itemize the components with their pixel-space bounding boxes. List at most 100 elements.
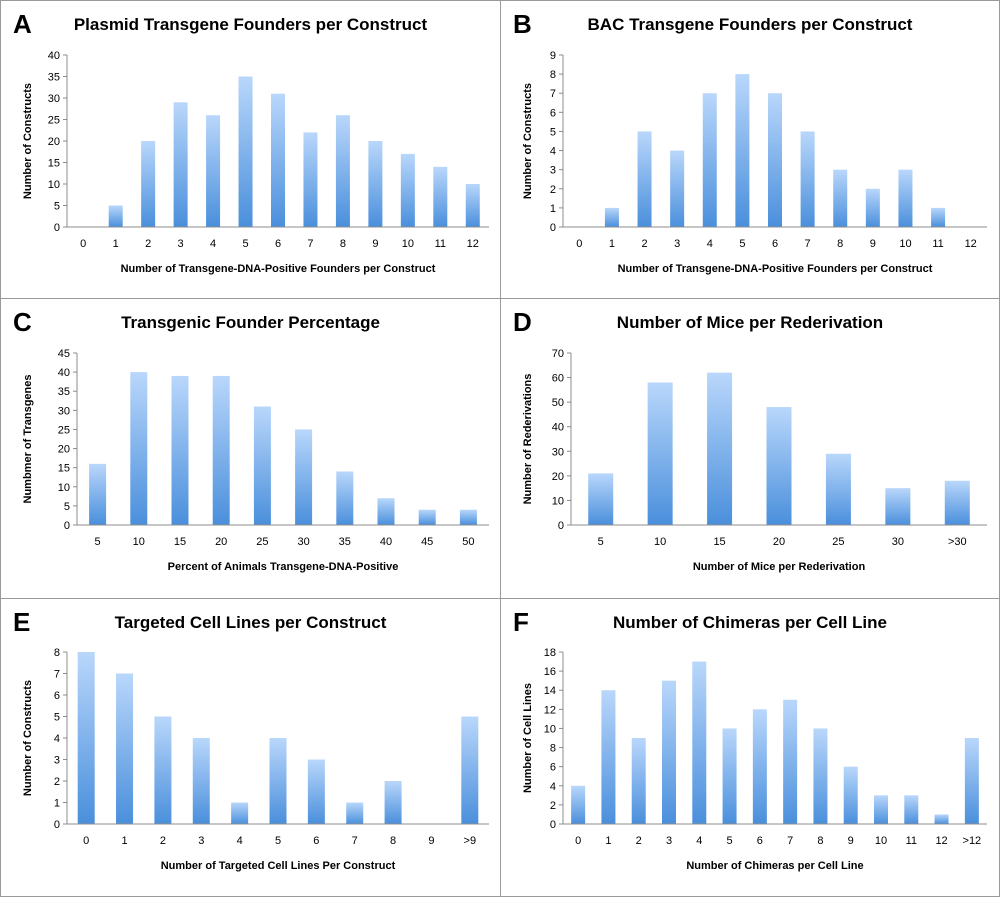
x-tick-label: 6: [757, 835, 763, 847]
x-axis-label: Percent of Animals Transgene-DNA-Positiv…: [168, 561, 399, 573]
y-axis-label: Number of Rederivations: [522, 374, 534, 505]
x-tick-label: >30: [948, 536, 967, 548]
x-tick-label: 9: [870, 238, 876, 250]
bar: [307, 759, 325, 824]
x-tick-label: 5: [727, 835, 733, 847]
x-tick-label: 5: [242, 238, 248, 250]
bar: [465, 184, 480, 227]
bar: [813, 728, 828, 824]
y-tick-label: 40: [48, 50, 60, 62]
x-tick-label: 40: [380, 536, 392, 548]
bar: [77, 652, 95, 824]
y-tick-label: 20: [552, 471, 564, 483]
panel-f: F Number of Chimeras per Cell Line 0 2 4 6 8…: [500, 598, 1000, 897]
bar: [295, 429, 313, 525]
bar: [271, 93, 285, 227]
y-axis-label: Number of Constructs: [22, 680, 34, 796]
x-tick-label: 7: [307, 238, 313, 250]
chart-title: Number of Chimeras per Cell Line: [613, 613, 887, 632]
y-tick-label: 10: [58, 482, 70, 494]
x-tick-label: 3: [178, 238, 184, 250]
y-tick-label: 18: [544, 647, 556, 659]
panel-letter: C: [13, 307, 32, 337]
bar: [601, 690, 616, 824]
panel-b: B BAC Transgene Founders per Construct 0…: [500, 0, 1000, 299]
x-tick-label: 7: [805, 238, 811, 250]
bar-chart: 0 1 2 3 4 5 6 7 8 0 1 2 3 4 5 6 7 8 9 >9 Number of Targeted …: [22, 647, 489, 872]
panel-e: E Targeted Cell Lines per Construct 0 1 2 3…: [0, 598, 501, 897]
y-tick-label: 3: [54, 755, 60, 767]
panel-a: A Plasmid Transgene Founders per Constru…: [0, 0, 501, 299]
bar: [461, 716, 479, 824]
bar: [768, 93, 782, 227]
x-tick-label: 11: [932, 238, 943, 250]
y-tick-label: 9: [550, 50, 556, 62]
y-tick-label: 15: [48, 158, 60, 170]
bar: [692, 661, 707, 824]
x-tick-label: 1: [605, 835, 611, 847]
bar: [253, 406, 271, 525]
x-tick-label: 1: [121, 835, 127, 847]
bar: [904, 795, 919, 824]
y-tick-label: 0: [54, 222, 60, 234]
x-tick-label: 10: [875, 835, 887, 847]
y-tick-label: 5: [54, 712, 60, 724]
y-tick-label: 14: [544, 685, 556, 697]
bar: [269, 738, 287, 824]
y-tick-label: 60: [552, 373, 564, 385]
y-tick-label: 8: [550, 743, 556, 755]
bar: [885, 488, 911, 525]
bar: [825, 453, 851, 525]
y-tick-label: 35: [58, 386, 70, 398]
x-tick-label: 50: [462, 536, 474, 548]
x-tick-label: 4: [696, 835, 702, 847]
x-tick-label: 25: [832, 536, 844, 548]
x-tick-label: 0: [576, 238, 582, 250]
x-tick-label: 6: [313, 835, 319, 847]
bar: [336, 471, 354, 525]
y-tick-label: 12: [544, 704, 556, 716]
x-tick-label: 45: [421, 536, 433, 548]
panel-letter: E: [13, 607, 31, 637]
bar: [588, 473, 614, 525]
y-tick-label: 3: [550, 165, 556, 177]
bar: [377, 498, 395, 525]
y-tick-label: 35: [48, 72, 60, 84]
x-tick-label: 9: [428, 835, 434, 847]
bar: [874, 795, 888, 824]
y-tick-label: 5: [54, 201, 60, 213]
bar: [303, 132, 318, 227]
x-tick-label: 10: [899, 238, 911, 250]
bar: [604, 207, 619, 227]
panel-c: C Transgenic Founder Percentage 0 5 10 15 20…: [0, 298, 501, 599]
y-tick-label: 5: [550, 126, 556, 138]
x-tick-label: 1: [113, 238, 119, 250]
x-tick-label: 5: [275, 835, 281, 847]
bar: [108, 205, 123, 227]
y-tick-label: 6: [54, 690, 60, 702]
y-tick-label: 0: [550, 819, 556, 831]
y-tick-label: 16: [544, 666, 556, 678]
x-tick-label: 8: [390, 835, 396, 847]
panel-letter: F: [513, 607, 529, 637]
bar: [670, 150, 685, 227]
bar: [418, 509, 436, 525]
x-tick-label: 3: [674, 238, 680, 250]
x-tick-label: 0: [575, 835, 581, 847]
bar: [766, 407, 792, 525]
bar: [931, 207, 946, 227]
y-tick-label: 7: [550, 88, 556, 100]
bar: [735, 74, 750, 227]
x-tick-label: 5: [95, 536, 101, 548]
x-tick-label: 7: [352, 835, 358, 847]
x-tick-label: 1: [609, 238, 615, 250]
x-tick-label: 0: [80, 238, 86, 250]
y-tick-label: 0: [64, 520, 70, 532]
y-tick-label: 1: [54, 798, 60, 810]
panel-letter: B: [513, 9, 532, 39]
bar: [238, 76, 253, 227]
x-tick-label: 20: [215, 536, 227, 548]
y-tick-label: 0: [558, 520, 564, 532]
y-tick-label: 30: [58, 405, 70, 417]
